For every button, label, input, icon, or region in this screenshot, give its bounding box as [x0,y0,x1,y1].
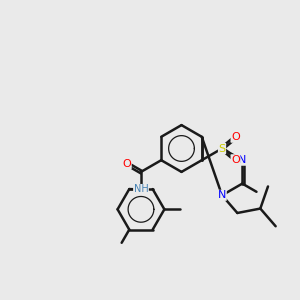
Text: NH: NH [134,184,148,194]
Text: O: O [122,159,131,169]
Text: N: N [238,155,247,165]
Text: O: O [231,155,240,165]
Text: S: S [218,143,226,154]
Text: O: O [231,132,240,142]
Text: N: N [218,190,226,200]
